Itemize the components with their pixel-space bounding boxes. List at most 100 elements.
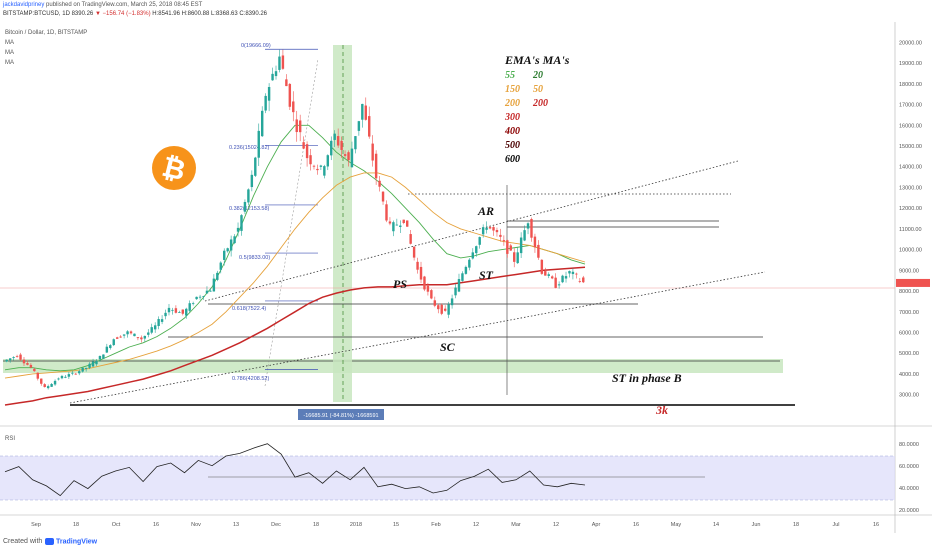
candle-body[interactable]	[426, 285, 430, 292]
candle-body[interactable]	[50, 383, 53, 387]
candle-body[interactable]	[150, 327, 153, 333]
candle-body[interactable]	[388, 221, 392, 224]
candle-body[interactable]	[509, 245, 512, 251]
candle-body[interactable]	[340, 140, 343, 150]
candle-body[interactable]	[129, 331, 133, 334]
candle-body[interactable]	[171, 309, 174, 311]
candle-body[interactable]	[537, 244, 540, 258]
candle-body[interactable]	[115, 337, 119, 339]
candle-body[interactable]	[95, 361, 98, 365]
candle-body[interactable]	[409, 234, 412, 244]
candle-body[interactable]	[502, 240, 506, 242]
candle-body[interactable]	[164, 312, 167, 317]
candle-body[interactable]	[233, 236, 236, 244]
candle-body[interactable]	[333, 133, 336, 140]
candle-body[interactable]	[316, 168, 319, 171]
candle-body[interactable]	[399, 225, 402, 228]
candle-body[interactable]	[219, 262, 222, 270]
candle-body[interactable]	[319, 165, 323, 167]
candle-body[interactable]	[140, 337, 143, 340]
candle-body[interactable]	[447, 304, 450, 315]
candle-body[interactable]	[578, 281, 582, 282]
candle-body[interactable]	[392, 222, 395, 232]
candle-body[interactable]	[229, 239, 233, 251]
candle-body[interactable]	[454, 287, 457, 296]
candle-body[interactable]	[271, 73, 274, 81]
candle-body[interactable]	[523, 230, 526, 241]
candle-body[interactable]	[550, 276, 554, 279]
candle-body[interactable]	[302, 142, 305, 149]
candle-body[interactable]	[544, 271, 547, 276]
candle-body[interactable]	[226, 248, 229, 252]
candle-body[interactable]	[571, 271, 575, 275]
candle-body[interactable]	[202, 296, 205, 297]
candle-body[interactable]	[102, 354, 105, 359]
candle-body[interactable]	[185, 308, 188, 316]
candle-body[interactable]	[492, 227, 495, 231]
candle-body[interactable]	[188, 303, 191, 311]
candle-body[interactable]	[198, 296, 202, 298]
candle-body[interactable]	[209, 290, 212, 292]
candle-body[interactable]	[347, 152, 350, 161]
candle-body[interactable]	[205, 290, 209, 294]
candle-body[interactable]	[582, 277, 585, 283]
candle-body[interactable]	[178, 312, 181, 313]
candle-body[interactable]	[147, 332, 150, 335]
candle-body[interactable]	[530, 218, 533, 238]
candle-body[interactable]	[336, 136, 340, 146]
candle-body[interactable]	[405, 220, 409, 227]
candle-body[interactable]	[19, 354, 22, 360]
candle-body[interactable]	[547, 274, 550, 276]
candle-body[interactable]	[464, 266, 468, 274]
candle-body[interactable]	[254, 157, 257, 176]
candle-body[interactable]	[133, 333, 136, 337]
candle-body[interactable]	[91, 361, 95, 367]
candle-body[interactable]	[478, 237, 481, 245]
candle-body[interactable]	[557, 284, 561, 286]
candle-body[interactable]	[288, 83, 292, 107]
candle-body[interactable]	[40, 378, 43, 384]
candle-body[interactable]	[22, 359, 26, 364]
candle-body[interactable]	[419, 266, 423, 280]
candle-body[interactable]	[416, 261, 419, 270]
candle-body[interactable]	[326, 155, 330, 167]
candles[interactable]	[5, 49, 585, 390]
candle-body[interactable]	[485, 227, 488, 230]
candle-body[interactable]	[564, 276, 568, 279]
candle-body[interactable]	[247, 189, 250, 203]
candle-body[interactable]	[330, 140, 333, 156]
candle-body[interactable]	[430, 290, 433, 299]
candle-body[interactable]	[167, 307, 171, 313]
candle-body[interactable]	[84, 367, 88, 369]
candle-body[interactable]	[323, 166, 326, 176]
candle-body[interactable]	[112, 339, 115, 346]
candle-body[interactable]	[488, 227, 492, 229]
candle-body[interactable]	[295, 119, 298, 133]
candle-body[interactable]	[437, 305, 440, 310]
candle-body[interactable]	[443, 308, 447, 311]
candle-body[interactable]	[81, 367, 84, 372]
candle-body[interactable]	[374, 153, 378, 179]
candle-body[interactable]	[378, 180, 381, 187]
candle-body[interactable]	[440, 304, 443, 314]
price-pane[interactable]	[0, 22, 895, 426]
time-axis[interactable]: Sep 18 Oct 16 Nov 13 Dec 18 2018 15 Feb 12 Mar 12 Apr 1…	[31, 522, 879, 528]
candle-body[interactable]	[278, 56, 281, 70]
chart-canvas[interactable]: Bitcoin / Dollar, 1D, BITSTAMP MA MA MA …	[0, 22, 932, 533]
candle-body[interactable]	[395, 224, 399, 226]
candle-body[interactable]	[243, 201, 247, 212]
candle-body[interactable]	[181, 309, 185, 314]
candle-body[interactable]	[212, 278, 216, 292]
candle-body[interactable]	[264, 95, 267, 111]
candle-body[interactable]	[468, 259, 471, 268]
candle-body[interactable]	[43, 384, 46, 388]
candle-body[interactable]	[29, 364, 33, 368]
candle-body[interactable]	[36, 372, 40, 379]
candle-body[interactable]	[305, 144, 309, 159]
candle-body[interactable]	[471, 252, 475, 259]
candle-body[interactable]	[98, 356, 102, 360]
candle-body[interactable]	[71, 372, 74, 374]
candle-body[interactable]	[499, 234, 502, 237]
candle-body[interactable]	[519, 237, 523, 254]
candle-body[interactable]	[33, 368, 36, 372]
